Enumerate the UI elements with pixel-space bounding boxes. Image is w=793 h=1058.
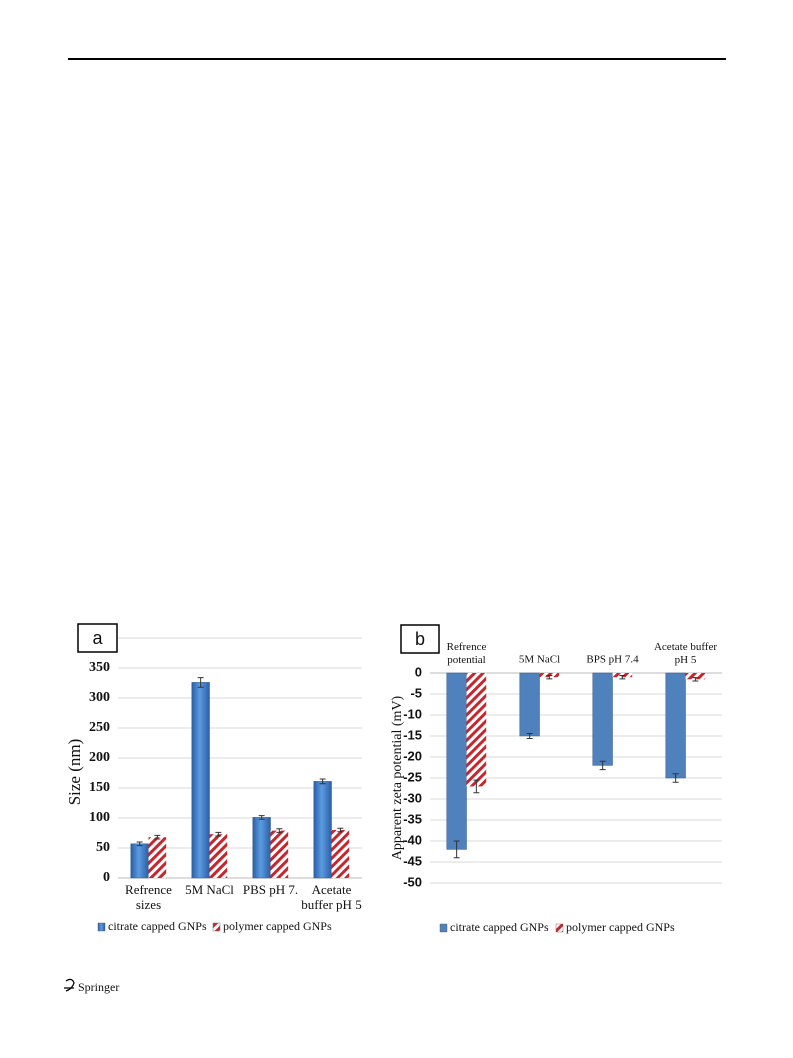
bar — [685, 673, 706, 680]
y-tick-label: -45 — [403, 853, 422, 868]
y-axis-label: Apparent zeta potential (mV) — [390, 695, 405, 860]
y-tick-label: 50 — [96, 840, 110, 855]
x-tick-label: 5M NaCl — [185, 882, 234, 897]
x-tick-label: Acetate buffer pH 5 — [654, 641, 717, 666]
legend-label: polymer capped GNPs — [223, 919, 332, 933]
legend-swatch — [97, 922, 106, 932]
x-tick-label: Acetate buffer pH 5 — [301, 882, 361, 912]
y-tick-label: -5 — [410, 685, 422, 700]
panel-box — [400, 624, 440, 654]
panel-box — [77, 623, 118, 653]
y-tick-label: -25 — [403, 769, 422, 784]
error-bar — [319, 778, 326, 785]
x-tick-label: 5M NaCl — [519, 654, 560, 666]
error-bar — [337, 827, 344, 833]
legend-swatch — [555, 923, 564, 933]
legend-swatch — [212, 922, 221, 932]
y-tick-label: 100 — [89, 810, 110, 825]
y-tick-label: 0 — [415, 664, 422, 679]
error-bar — [453, 840, 460, 859]
y-tick-label: 350 — [89, 660, 110, 675]
y-axis-label: Size (nm) — [65, 739, 84, 806]
error-bar — [599, 760, 606, 771]
y-tick-label: -35 — [403, 811, 422, 826]
bar — [446, 672, 467, 850]
legend-label: citrate capped GNPs — [450, 920, 549, 934]
legend-label: citrate capped GNPs — [108, 919, 207, 933]
error-bar — [215, 831, 222, 837]
footer: Springer — [78, 980, 119, 994]
bar — [665, 672, 686, 779]
springer-logo — [64, 978, 75, 992]
bar — [148, 837, 167, 878]
y-tick-label: 0 — [103, 870, 110, 885]
y-tick-label: 250 — [89, 720, 110, 735]
bar — [130, 843, 149, 879]
x-tick-label: Refrence sizes — [125, 882, 172, 912]
bar — [270, 830, 289, 878]
panel-label: b — [415, 629, 425, 649]
bar — [313, 781, 332, 879]
bar — [331, 830, 350, 878]
y-tick-label: 300 — [89, 690, 110, 705]
error-bar — [526, 732, 533, 740]
bar — [191, 682, 210, 879]
error-bar — [692, 677, 699, 682]
y-tick-label: 150 — [89, 780, 110, 795]
y-tick-label: -20 — [403, 748, 422, 763]
panel-label: a — [92, 628, 103, 648]
bar — [252, 817, 271, 879]
bar — [466, 673, 487, 787]
error-bar — [258, 815, 265, 820]
y-tick-label: -30 — [403, 790, 422, 805]
error-bar — [136, 841, 143, 847]
y-tick-label: -50 — [403, 874, 422, 889]
legend-swatch — [439, 923, 448, 933]
x-tick-label: PBS pH 7. — [243, 882, 298, 897]
error-bar — [672, 773, 679, 783]
y-tick-label: -10 — [403, 706, 422, 721]
y-tick-label: -40 — [403, 832, 422, 847]
error-bar — [473, 779, 480, 794]
y-tick-label: 200 — [89, 750, 110, 765]
error-bar — [619, 675, 626, 680]
error-bar — [546, 675, 553, 680]
x-tick-label: BPS pH 7.4 — [586, 654, 639, 666]
x-tick-label: Refrence potential — [447, 641, 487, 666]
bar — [592, 672, 613, 766]
bar — [519, 672, 540, 737]
error-bar — [197, 677, 204, 688]
error-bar — [154, 834, 161, 840]
y-tick-label: -15 — [403, 727, 422, 742]
legend-label: polymer capped GNPs — [566, 920, 675, 934]
bar — [209, 834, 228, 878]
error-bar — [276, 828, 283, 833]
